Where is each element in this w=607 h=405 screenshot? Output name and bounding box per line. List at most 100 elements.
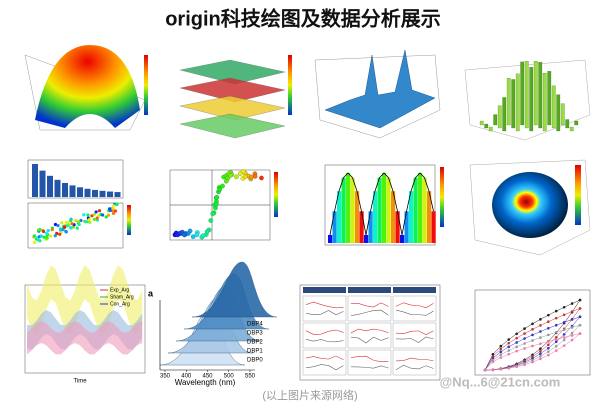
header-strip [303,287,346,293]
bar [431,211,436,243]
subpanel [347,322,392,349]
dot [214,195,220,200]
bar [404,211,409,243]
ribbon [27,321,143,355]
dot [58,228,63,232]
loop [484,333,581,371]
bar [77,187,83,197]
x-tick-label: 550 [245,374,256,380]
dot [190,234,196,240]
bar-3d [520,61,525,126]
bar-3d [556,94,561,132]
bar-3d [538,62,543,129]
bar [377,177,382,243]
subpanel [347,349,392,376]
bar-3d [493,114,498,126]
title: origin科技绘图及数据分析展示 [165,6,441,30]
series-line [350,336,389,344]
bar-3d [565,119,570,129]
bar [400,235,405,243]
bar-3d [515,73,520,132]
bar-3d [479,120,484,126]
bar [413,177,418,243]
dot [64,220,68,224]
bar [114,192,121,197]
series-line [305,329,344,335]
x-tick-label: 450 [202,374,213,380]
loop [484,324,581,371]
series-label: DBP2 [247,340,263,346]
dot [208,218,214,223]
loop [484,333,581,371]
series-line [395,357,434,362]
dot [44,237,49,241]
dot [111,204,116,208]
bar [69,185,76,197]
series-label: DBP3 [247,331,263,337]
dot [36,238,40,242]
bar-3d [574,120,579,126]
x-tick-label: 400 [181,374,192,380]
colorbar [575,165,581,225]
bar [54,179,61,197]
dot [200,233,206,238]
series-line [395,364,434,371]
dot [53,222,58,227]
bar [395,211,400,243]
bar-3d [488,126,493,132]
bar [355,191,360,243]
subpanel [392,295,437,322]
dot [92,212,96,217]
trend-line [329,172,434,236]
loop [484,299,581,371]
colorbar [288,55,292,115]
bar [328,235,333,243]
dot [82,213,86,217]
loop [484,308,581,371]
bar-3d [502,97,507,132]
dot [79,218,83,223]
dot [90,214,94,218]
surface [324,49,436,129]
dot [88,220,92,224]
surface [35,45,140,128]
colorbar [440,167,444,227]
frame [27,159,124,199]
series-line [395,302,434,309]
layer [179,77,286,103]
dot [115,202,119,206]
dot [224,178,229,184]
dot [181,232,187,237]
bar-3d [547,71,552,126]
dot [92,217,96,222]
bar-3d [533,61,538,126]
dot [42,229,46,234]
dot [95,216,99,220]
bar [107,191,113,197]
series-line [305,364,344,371]
layer [179,113,286,139]
dot [46,228,50,233]
bar-3d [524,61,529,129]
bar [99,190,106,197]
dot [113,209,118,213]
series-line [350,355,389,362]
dot [217,187,222,192]
dot [65,224,69,228]
loop [484,316,581,371]
bar [346,173,351,243]
series-label: DBP1 [247,349,263,355]
dot [111,211,116,215]
bar-3d [497,105,502,129]
dot [210,211,216,217]
dot [32,240,37,245]
dot [37,228,41,232]
subpanel [392,349,437,376]
axis-box [314,54,441,139]
frame [27,202,124,249]
dot [237,171,243,176]
dot [87,218,92,222]
dot [101,213,105,217]
dot [69,226,73,230]
